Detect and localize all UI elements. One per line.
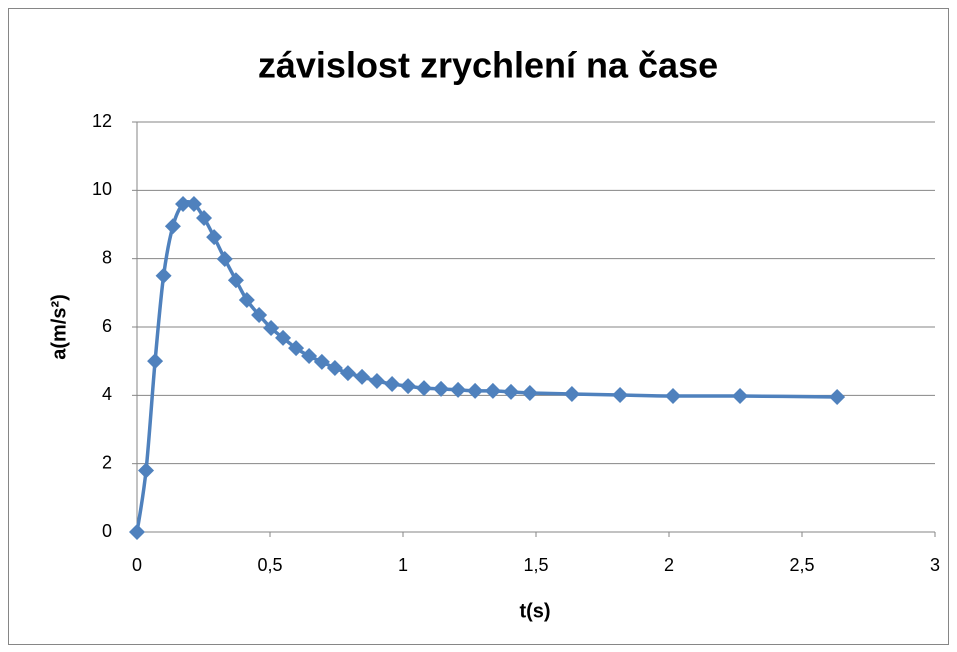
x-tick-label: 1 <box>398 555 408 575</box>
marker <box>732 388 749 405</box>
marker <box>433 380 450 397</box>
marker <box>484 382 501 399</box>
marker <box>288 340 305 357</box>
marker <box>251 307 268 324</box>
marker <box>384 376 401 393</box>
y-tick-label: 12 <box>92 111 112 131</box>
marker <box>563 385 580 402</box>
x-axis-title: t(s) <box>519 600 550 622</box>
x-tick-label: 2 <box>664 555 674 575</box>
marker <box>612 386 629 403</box>
marker <box>175 196 192 212</box>
marker <box>216 251 233 268</box>
x-tick-label: 3 <box>930 555 940 575</box>
marker <box>467 382 484 399</box>
marker <box>164 218 181 235</box>
x-tick-label: 0,5 <box>257 555 282 575</box>
marker <box>326 360 343 376</box>
x-tick-label: 2,5 <box>789 555 814 575</box>
x-tick-label: 0 <box>132 555 142 575</box>
marker <box>829 389 846 406</box>
y-tick-label: 0 <box>102 521 112 541</box>
y-tick-label: 10 <box>92 179 112 199</box>
marker <box>354 368 371 385</box>
marker <box>416 380 433 397</box>
y-tick-label: 2 <box>102 452 112 472</box>
marker <box>339 365 356 382</box>
marker <box>313 353 330 370</box>
y-tick-label: 4 <box>102 384 112 404</box>
marker <box>664 388 681 405</box>
marker <box>450 381 467 398</box>
marker <box>129 524 145 540</box>
marker <box>301 348 318 365</box>
marker <box>275 329 292 346</box>
marker <box>521 384 538 401</box>
marker <box>155 267 172 284</box>
x-tick-label: 1,5 <box>523 555 548 575</box>
marker <box>368 372 385 389</box>
marker <box>238 292 255 309</box>
y-axis-title: a(m/s²) <box>48 294 70 360</box>
marker <box>263 320 280 337</box>
marker <box>206 229 223 246</box>
marker <box>502 383 519 400</box>
marker <box>196 210 213 227</box>
y-tick-label: 8 <box>102 247 112 267</box>
marker <box>147 353 164 370</box>
marker <box>227 272 244 289</box>
marker <box>185 196 202 212</box>
chart-title: závislost zrychlení na čase <box>258 45 718 86</box>
y-tick-label: 6 <box>102 316 112 336</box>
marker <box>400 378 417 395</box>
marker <box>138 462 155 479</box>
